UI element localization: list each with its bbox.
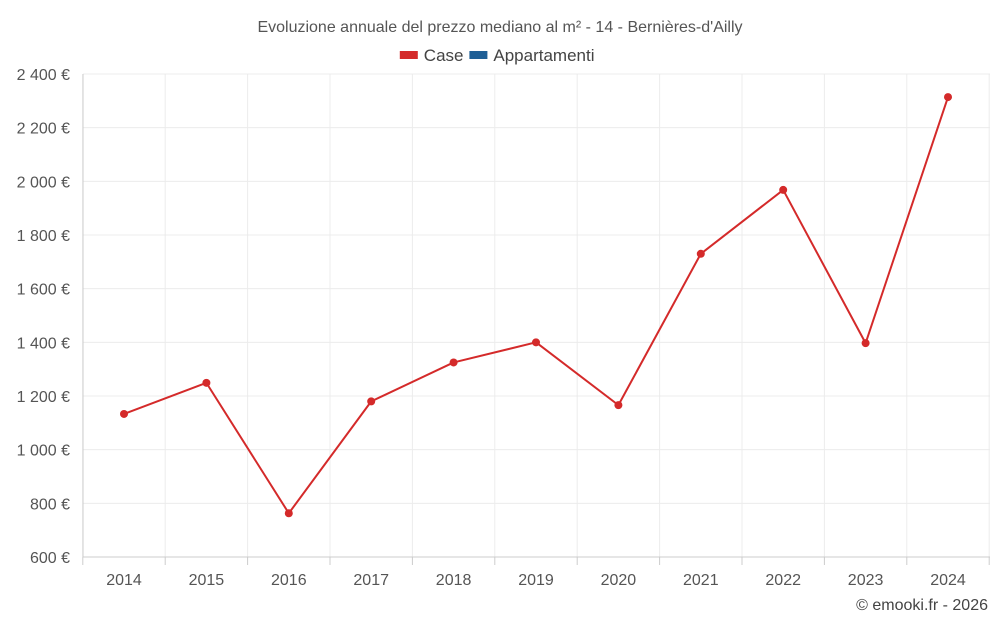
x-tick-label: 2020 xyxy=(601,572,637,589)
legend-item-case: Case xyxy=(399,46,464,65)
x-tick-label: 2019 xyxy=(518,572,554,589)
x-tick-label: 2015 xyxy=(189,572,225,589)
x-tick-label: 2018 xyxy=(436,572,472,589)
x-axis: 2014 2015 2016 2017 2018 2019 2020 2021 2022 2023… xyxy=(82,74,990,589)
chart-title: Evoluzione annuale del prezzo mediano al… xyxy=(257,19,742,36)
y-tick-label: 1 200 € xyxy=(17,389,70,406)
gridlines xyxy=(82,73,990,558)
data-point-2024 xyxy=(944,93,952,102)
data-point-2021 xyxy=(696,249,705,258)
legend: Case Appartamenti xyxy=(399,46,595,65)
data-point-2014 xyxy=(120,409,128,418)
data-point-2019 xyxy=(532,338,540,347)
legend-item-appartamenti: Appartamenti xyxy=(469,46,595,65)
y-tick-label: 1 600 € xyxy=(17,282,70,299)
y-tick-label: 2 000 € xyxy=(17,174,70,191)
data-point-2016 xyxy=(284,509,293,518)
series-layer xyxy=(120,93,952,518)
y-tick-label: 1 400 € xyxy=(17,335,70,352)
y-tick-label: 2 400 € xyxy=(17,67,70,84)
x-tick-label: 2017 xyxy=(353,572,389,589)
x-tick-label: 2016 xyxy=(271,572,307,589)
x-tick-label: 2022 xyxy=(765,572,801,589)
data-point-2023 xyxy=(861,339,870,348)
data-point-2018 xyxy=(449,358,458,367)
legend-swatch-appartamenti xyxy=(469,51,488,59)
x-tick-label: 2021 xyxy=(683,572,719,589)
legend-label-case: Case xyxy=(424,46,464,65)
data-point-2017 xyxy=(367,397,376,406)
y-tick-label: 1 000 € xyxy=(17,443,70,460)
y-tick-label: 1 800 € xyxy=(17,228,70,245)
x-tick-label: 2014 xyxy=(106,572,142,589)
data-point-2020 xyxy=(614,401,623,410)
y-tick-label: 2 200 € xyxy=(17,121,70,138)
data-point-2015 xyxy=(202,378,211,387)
y-axis: 600 € 800 € 1 000 € 1 200 € 1 400 € 1 600 € 1 … xyxy=(17,67,70,567)
y-tick-label: 800 € xyxy=(30,496,70,513)
credit-text: © emooki.fr - 2026 xyxy=(856,597,988,614)
legend-swatch-case xyxy=(399,51,418,59)
x-tick-label: 2023 xyxy=(848,572,884,589)
legend-label-appartamenti: Appartamenti xyxy=(493,46,594,65)
y-tick-label: 600 € xyxy=(30,550,70,567)
x-tick-label: 2024 xyxy=(930,572,966,589)
data-point-2022 xyxy=(779,185,788,194)
